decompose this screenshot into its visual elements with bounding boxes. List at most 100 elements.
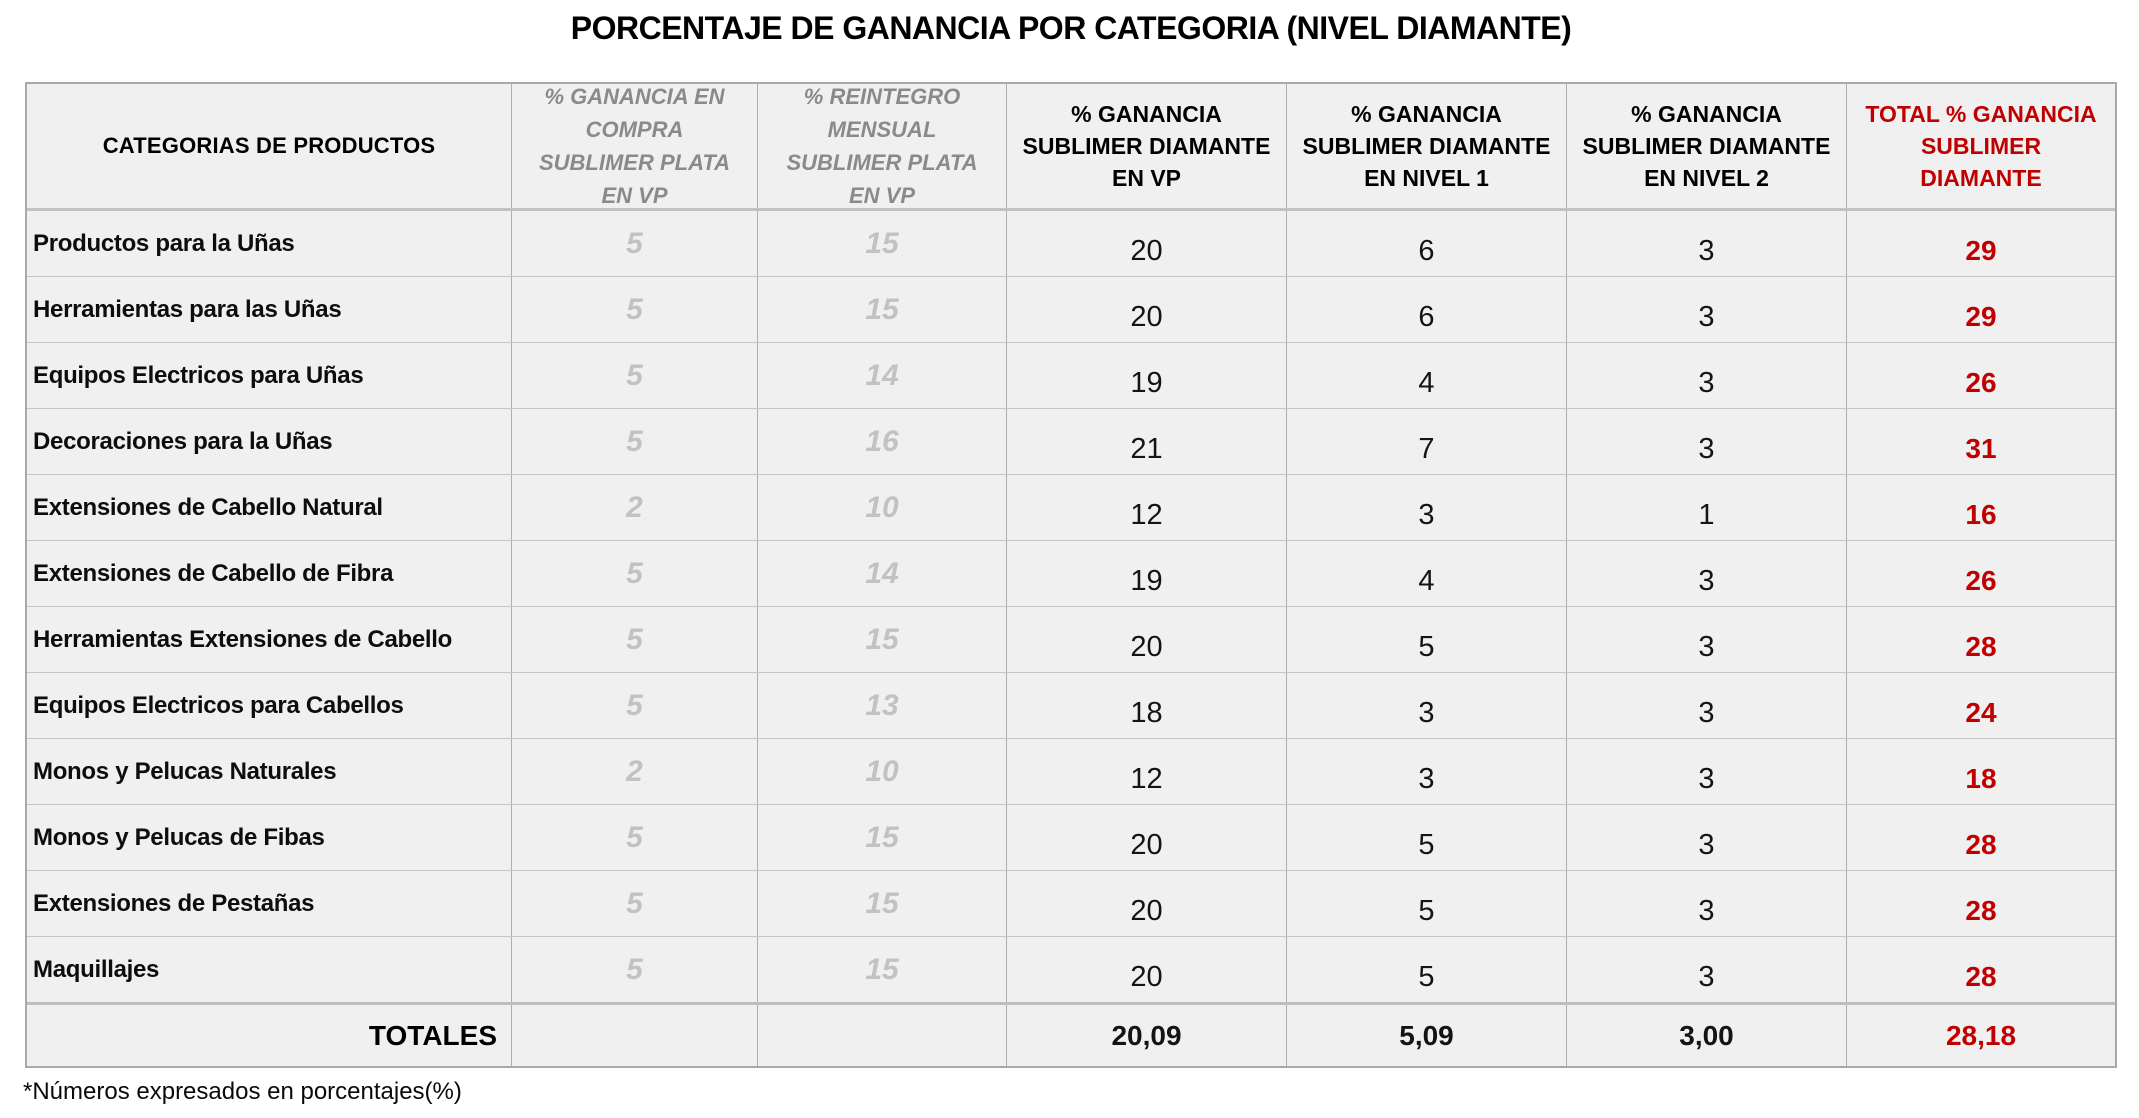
column-header-diamante-nivel2: % GANANCIA SUBLIMER DIAMANTE EN NIVEL 2 — [1567, 84, 1847, 208]
cell-diamante-nivel2: 3 — [1567, 805, 1847, 870]
cell-total-ganancia: 26 — [1965, 367, 1997, 398]
cell-diamante-nivel1: 3 — [1287, 673, 1567, 738]
totals-label: TOTALES — [27, 1005, 512, 1066]
cell-plata-compra-vp: 5 — [512, 541, 758, 606]
cell-plata-reintegro: 10 — [758, 739, 1007, 804]
cell-diamante-vp: 18 — [1007, 673, 1287, 738]
profit-percentage-table: CATEGORIAS DE PRODUCTOS % GANANCIA EN CO… — [25, 82, 2117, 1068]
cell-diamante-nivel1: 5 — [1287, 937, 1567, 1002]
cell-diamante-nivel1: 3 — [1287, 739, 1567, 804]
cell-diamante-vp: 20 — [1007, 277, 1287, 342]
cell-diamante-nivel2: 3 — [1567, 937, 1847, 1002]
cell-diamante-nivel1: 7 — [1287, 409, 1567, 474]
totals-cell-diamante-nivel2: 3,00 — [1567, 1005, 1847, 1066]
cell-plata-reintegro: 14 — [758, 541, 1007, 606]
cell-category: Equipos Electricos para Cabellos — [27, 673, 512, 738]
column-header-diamante-vp: % GANANCIA SUBLIMER DIAMANTE EN VP — [1007, 84, 1287, 208]
cell-plata-compra-vp: 5 — [512, 409, 758, 474]
cell-plata-compra-vp: 5 — [512, 277, 758, 342]
cell-diamante-nivel2: 3 — [1567, 739, 1847, 804]
table-row: Herramientas Extensiones de Cabello 5 15… — [27, 607, 2115, 673]
cell-plata-compra-vp: 5 — [512, 805, 758, 870]
table-header-row: CATEGORIAS DE PRODUCTOS % GANANCIA EN CO… — [27, 84, 2115, 211]
cell-diamante-vp: 20 — [1007, 805, 1287, 870]
table-row: Decoraciones para la Uñas 5 16 21 7 3 31 — [27, 409, 2115, 475]
cell-plata-reintegro: 15 — [758, 607, 1007, 672]
cell-plata-compra-vp: 2 — [512, 739, 758, 804]
table-totals-row: TOTALES 20,09 5,09 3,00 28,18 — [27, 1002, 2115, 1066]
cell-plata-compra-vp: 5 — [512, 607, 758, 672]
cell-category: Monos y Pelucas de Fibas — [27, 805, 512, 870]
cell-plata-compra-vp: 5 — [512, 673, 758, 738]
cell-category: Herramientas para las Uñas — [27, 277, 512, 342]
cell-plata-reintegro: 13 — [758, 673, 1007, 738]
cell-category: Extensiones de Cabello de Fibra — [27, 541, 512, 606]
cell-diamante-nivel2: 3 — [1567, 541, 1847, 606]
cell-total-ganancia: 26 — [1965, 565, 1997, 596]
table-row: Productos para la Uñas 5 15 20 6 3 29 — [27, 211, 2115, 277]
cell-plata-reintegro: 10 — [758, 475, 1007, 540]
cell-plata-compra-vp: 5 — [512, 937, 758, 1002]
table-row: Monos y Pelucas de Fibas 5 15 20 5 3 28 — [27, 805, 2115, 871]
cell-category: Decoraciones para la Uñas — [27, 409, 512, 474]
column-header-plata-reintegro: % REINTEGRO MENSUAL SUBLIMER PLATA EN VP — [758, 84, 1007, 208]
cell-total-ganancia: 28 — [1965, 961, 1997, 992]
column-header-diamante-nivel1: % GANANCIA SUBLIMER DIAMANTE EN NIVEL 1 — [1287, 84, 1567, 208]
column-header-plata-compra-vp: % GANANCIA EN COMPRA SUBLIMER PLATA EN V… — [512, 84, 758, 208]
cell-total-ganancia: 29 — [1965, 235, 1997, 266]
table-row: Equipos Electricos para Uñas 5 14 19 4 3… — [27, 343, 2115, 409]
totals-cell-total-ganancia: 28,18 — [1945, 1019, 2017, 1051]
cell-plata-reintegro: 15 — [758, 277, 1007, 342]
cell-diamante-vp: 19 — [1007, 541, 1287, 606]
cell-category: Productos para la Uñas — [27, 211, 512, 276]
cell-category: Maquillajes — [27, 937, 512, 1002]
cell-plata-reintegro: 16 — [758, 409, 1007, 474]
table-body: Productos para la Uñas 5 15 20 6 3 29 He… — [27, 211, 2115, 1002]
cell-total-ganancia: 24 — [1965, 697, 1997, 728]
totals-cell-plata-reintegro — [758, 1005, 1007, 1066]
cell-total-ganancia: 18 — [1965, 763, 1997, 794]
cell-total-ganancia: 28 — [1965, 895, 1997, 926]
cell-diamante-vp: 20 — [1007, 211, 1287, 276]
cell-diamante-vp: 20 — [1007, 871, 1287, 936]
cell-diamante-nivel2: 3 — [1567, 673, 1847, 738]
cell-plata-compra-vp: 5 — [512, 343, 758, 408]
cell-category: Monos y Pelucas Naturales — [27, 739, 512, 804]
column-header-total-ganancia: TOTAL % GANANCIA SUBLIMER DIAMANTE — [1865, 100, 2097, 192]
cell-category: Equipos Electricos para Uñas — [27, 343, 512, 408]
cell-plata-compra-vp: 2 — [512, 475, 758, 540]
table-row: Equipos Electricos para Cabellos 5 13 18… — [27, 673, 2115, 739]
cell-diamante-vp: 12 — [1007, 475, 1287, 540]
cell-diamante-nivel2: 3 — [1567, 211, 1847, 276]
cell-diamante-nivel1: 6 — [1287, 277, 1567, 342]
column-header-categorias: CATEGORIAS DE PRODUCTOS — [27, 84, 512, 208]
footnote: *Números expresados en porcentajes(%) — [23, 1078, 462, 1105]
table-row: Extensiones de Pestañas 5 15 20 5 3 28 — [27, 871, 2115, 937]
cell-plata-compra-vp: 5 — [512, 211, 758, 276]
cell-diamante-nivel1: 5 — [1287, 871, 1567, 936]
cell-plata-reintegro: 15 — [758, 211, 1007, 276]
cell-total-ganancia: 28 — [1965, 631, 1997, 662]
cell-plata-reintegro: 15 — [758, 805, 1007, 870]
cell-diamante-nivel2: 1 — [1567, 475, 1847, 540]
cell-plata-reintegro: 15 — [758, 871, 1007, 936]
cell-category: Extensiones de Pestañas — [27, 871, 512, 936]
table-row: Herramientas para las Uñas 5 15 20 6 3 2… — [27, 277, 2115, 343]
table-row: Extensiones de Cabello de Fibra 5 14 19 … — [27, 541, 2115, 607]
cell-plata-compra-vp: 5 — [512, 871, 758, 936]
cell-plata-reintegro: 14 — [758, 343, 1007, 408]
cell-diamante-vp: 20 — [1007, 607, 1287, 672]
totals-cell-diamante-vp: 20,09 — [1007, 1005, 1287, 1066]
totals-cell-diamante-nivel1: 5,09 — [1287, 1005, 1567, 1066]
cell-diamante-vp: 12 — [1007, 739, 1287, 804]
cell-diamante-nivel2: 3 — [1567, 409, 1847, 474]
cell-diamante-nivel2: 3 — [1567, 343, 1847, 408]
table-row: Extensiones de Cabello Natural 2 10 12 3… — [27, 475, 2115, 541]
cell-diamante-nivel1: 4 — [1287, 541, 1567, 606]
cell-diamante-nivel1: 5 — [1287, 607, 1567, 672]
cell-diamante-vp: 20 — [1007, 937, 1287, 1002]
totals-cell-plata-compra — [512, 1005, 758, 1066]
cell-diamante-nivel2: 3 — [1567, 277, 1847, 342]
cell-category: Extensiones de Cabello Natural — [27, 475, 512, 540]
cell-diamante-nivel1: 6 — [1287, 211, 1567, 276]
